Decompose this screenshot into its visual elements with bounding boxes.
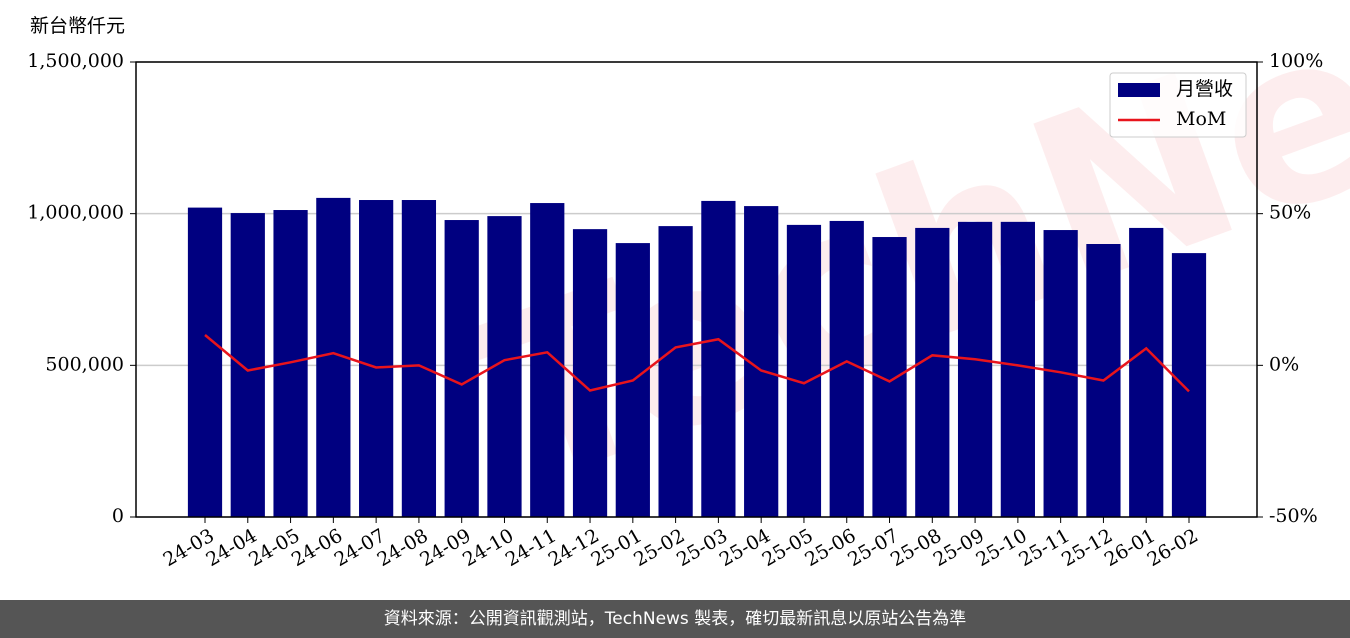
bar (401, 200, 437, 517)
y-tick-label: 1,500,000 (27, 50, 124, 72)
bar (1000, 221, 1035, 517)
bar (359, 200, 394, 517)
y-tick-label: 0 (112, 505, 124, 527)
bar (957, 221, 993, 517)
bar (1171, 253, 1207, 517)
y-tick-label: 1,000,000 (27, 202, 124, 224)
legend-label: MoM (1176, 108, 1226, 130)
bar (230, 213, 265, 517)
bar (572, 229, 608, 518)
y2-tick-label: -50% (1269, 505, 1318, 527)
bar (530, 203, 565, 518)
y-axis-label: 新台幣仟元 (30, 15, 125, 37)
plot-frame (135, 61, 1258, 518)
bar (829, 220, 864, 518)
bar (444, 220, 479, 517)
bar (701, 200, 736, 517)
bar (915, 227, 950, 517)
legend-swatch (1118, 83, 1160, 97)
bar (786, 224, 822, 517)
x-tick-label: 26-02 (1144, 525, 1202, 571)
y2-tick-label: 0% (1269, 353, 1299, 375)
legend-label: 月營收 (1176, 78, 1233, 100)
line (204, 334, 1190, 393)
chart: TechNews 新台幣仟元 0500,0001,000,0001,500,00… (27, 0, 1350, 571)
y-tick-label: 500,000 (45, 353, 124, 375)
bar (658, 226, 693, 517)
y2-tick-label: 50% (1269, 202, 1311, 224)
y2-tick-label: 100% (1269, 50, 1323, 72)
bar (1129, 227, 1164, 517)
footer: 資料來源：公開資訊觀測站，TechNews 製表，確切最新訊息以原站公告為準 (0, 600, 1350, 638)
bar (187, 207, 223, 517)
